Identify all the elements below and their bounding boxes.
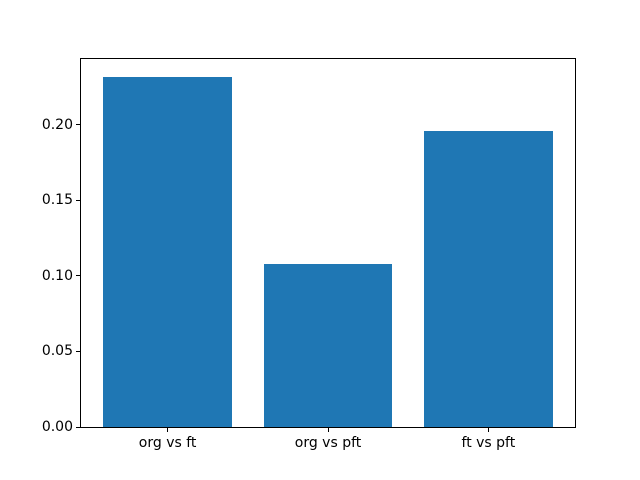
x-axis-tick-label: ft vs pft — [461, 435, 516, 451]
y-axis-tick-mark — [76, 426, 80, 428]
y-axis-tick-label: 0.05 — [41, 343, 73, 360]
x-axis-tick-label: org vs ft — [138, 435, 197, 451]
x-axis-tick-label: org vs pft — [294, 435, 362, 451]
y-axis-tick-mark — [76, 199, 80, 201]
bar-org-vs-ft — [103, 76, 232, 427]
x-axis-tick-mark — [167, 428, 169, 432]
bar-ft-vs-pft — [424, 130, 553, 427]
y-axis-tick-label: 0.20 — [41, 116, 73, 133]
y-axis-tick-mark — [76, 275, 80, 277]
y-axis-tick-mark — [76, 124, 80, 126]
plot-area: 0.00 0.05 0.10 0.15 0.20 org vs ft org vs pft f… — [42, 58, 576, 450]
y-axis-tick-mark — [76, 350, 80, 352]
y-axis-tick-label: 0.00 — [41, 419, 73, 435]
x-axis-tick-mark — [487, 428, 489, 432]
y-axis-tick-label: 0.15 — [41, 192, 73, 209]
y-axis-tick-label: 0.10 — [41, 267, 73, 284]
x-axis-tick-mark — [327, 428, 329, 432]
bar-org-vs-pft — [263, 263, 393, 427]
